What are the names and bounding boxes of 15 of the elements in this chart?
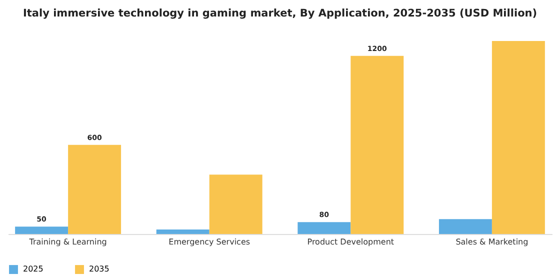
- bar: [209, 174, 262, 234]
- bar: [350, 56, 404, 234]
- bar: [15, 226, 68, 234]
- bar: [68, 144, 122, 234]
- x-tick-label: Product Development: [307, 238, 394, 246]
- legend-label: 2025: [23, 264, 44, 274]
- x-tick-label: Sales & Marketing: [456, 238, 528, 246]
- bar: [492, 41, 545, 234]
- bar: [156, 230, 210, 234]
- x-tick-label: Training & Learning: [28, 238, 107, 246]
- bar: [438, 219, 492, 234]
- chart-title: Italy immersive technology in gaming market, By Application, 2025-2035 (USD Million): [22, 8, 538, 20]
- x-tick-label: Emergency Services: [168, 238, 250, 246]
- bar: [298, 222, 351, 234]
- legend-label: 2035: [89, 264, 110, 274]
